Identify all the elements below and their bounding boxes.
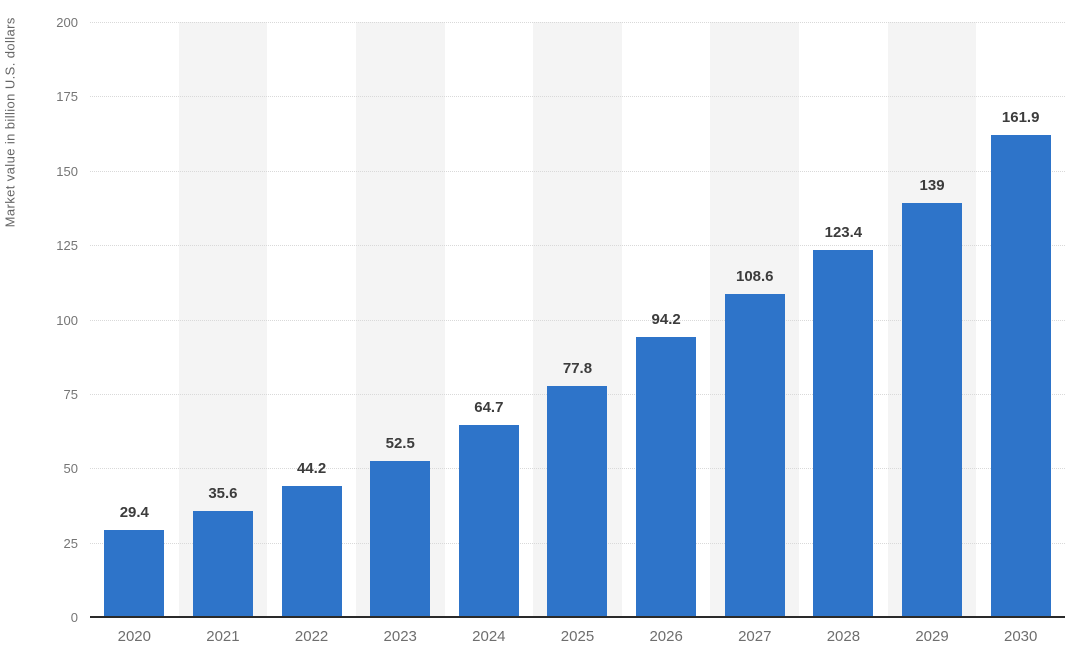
bar-2028[interactable] <box>813 249 874 617</box>
bar-value-label-2024: 64.7 <box>474 398 504 416</box>
y-tick-label-200: 200 <box>56 15 78 30</box>
column-2023: 52.5 <box>356 22 445 617</box>
column-2028: 123.4 <box>799 22 888 617</box>
bar-value-label-2022: 44.2 <box>296 459 327 477</box>
bar-value-label-2029: 139 <box>919 177 945 195</box>
gridline-150 <box>90 170 1065 172</box>
bar-2029[interactable] <box>902 203 963 617</box>
y-axis-title: Market value in billion U.S. dollars <box>2 17 18 228</box>
bar-value-label-2028: 123.4 <box>824 223 863 241</box>
column-2022: 44.2 <box>267 22 356 617</box>
x-axis-line <box>90 616 1065 618</box>
bar-2027[interactable] <box>724 293 785 617</box>
x-axis-label-2025: 2025 <box>560 628 595 645</box>
column-2027: 108.6 <box>710 22 799 617</box>
bar-value-label-2030: 161.9 <box>1001 109 1040 127</box>
x-axis-label-2026: 2026 <box>649 628 683 645</box>
bar-2023[interactable] <box>370 460 431 617</box>
y-tick-label-25: 25 <box>63 535 78 551</box>
bar-2021[interactable] <box>192 511 253 617</box>
x-axis-label-2029: 2029 <box>915 628 949 645</box>
bar-2026[interactable] <box>636 336 697 617</box>
y-tick-label-150: 150 <box>56 163 78 179</box>
bar-2025[interactable] <box>547 385 608 617</box>
bar-value-label-2023: 52.5 <box>385 434 415 452</box>
x-axis-label-2020: 2020 <box>117 628 151 645</box>
gridline-125 <box>90 245 1065 247</box>
column-2030: 161.9 <box>976 22 1065 617</box>
x-axis-label-2028: 2028 <box>826 628 861 645</box>
column-2021: 35.6 <box>179 22 268 617</box>
plot-area: 29.4 35.6 44.2 52.5 64.7 77.8 94.2 108.6 123.4 13… <box>90 22 1065 618</box>
bar-value-label-2027: 108.6 <box>735 267 774 285</box>
column-2020: 29.4 <box>90 22 179 617</box>
y-tick-label-75: 75 <box>63 386 78 402</box>
bar-2024[interactable] <box>458 424 519 617</box>
bar-value-label-2021: 35.6 <box>208 485 238 503</box>
x-axis-label-2024: 2024 <box>472 628 506 645</box>
bar-value-label-2025: 77.8 <box>562 359 593 377</box>
y-tick-label-175: 175 <box>56 89 78 105</box>
x-axis-label-2023: 2023 <box>383 628 417 645</box>
bar-value-label-2026: 94.2 <box>651 310 681 328</box>
bar-2020[interactable] <box>104 529 165 617</box>
y-tick-label-50: 50 <box>63 461 78 477</box>
column-2026: 94.2 <box>622 22 711 617</box>
y-tick-label-100: 100 <box>56 312 78 328</box>
x-axis-label-2027: 2027 <box>738 628 772 645</box>
column-2029: 139 <box>888 22 977 617</box>
column-2024: 64.7 <box>445 22 534 617</box>
bar-2030[interactable] <box>990 135 1051 617</box>
bar-2022[interactable] <box>281 485 342 617</box>
x-axis-label-2022: 2022 <box>294 628 329 645</box>
column-2025: 77.8 <box>533 22 622 617</box>
gridline-200 <box>90 22 1065 23</box>
gridline-100 <box>90 319 1065 321</box>
gridline-175 <box>90 96 1065 98</box>
y-tick-label-0: 0 <box>70 610 78 625</box>
bar-value-label-2020: 29.4 <box>119 503 149 521</box>
y-tick-label-125: 125 <box>56 238 78 254</box>
x-axis-label-2030: 2030 <box>1003 628 1038 645</box>
x-axis-label-2021: 2021 <box>206 628 240 645</box>
